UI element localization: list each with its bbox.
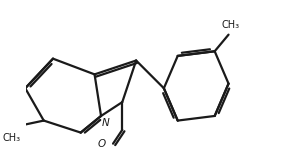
- Text: N: N: [102, 118, 109, 128]
- Text: CH₃: CH₃: [2, 133, 21, 143]
- Text: O: O: [98, 139, 106, 149]
- Text: CH₃: CH₃: [221, 20, 239, 30]
